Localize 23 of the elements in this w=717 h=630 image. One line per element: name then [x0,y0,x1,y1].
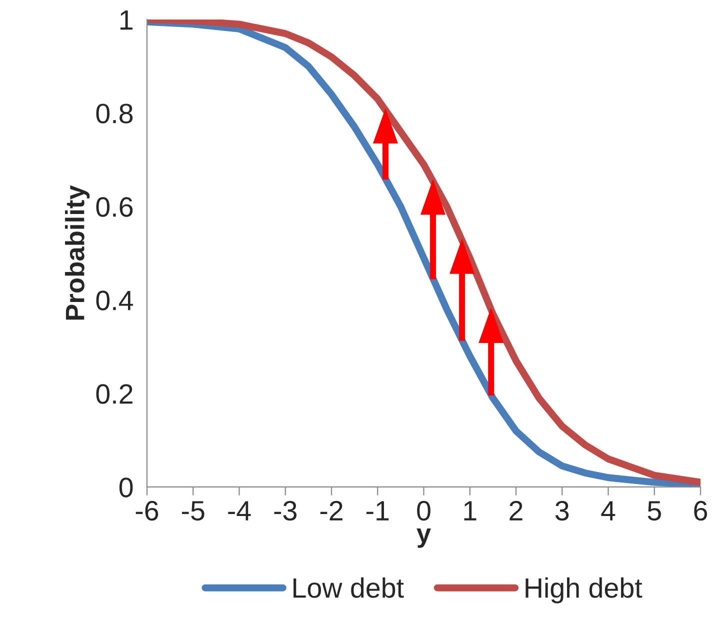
x-tick-label: -3 [274,500,296,521]
y-tick-label: 0.8 [96,104,133,124]
legend-label: Low debt [294,577,404,598]
x-tick-label: 5 [648,501,661,521]
x-tick-label: 1 [464,501,476,520]
x-tick-label: 3 [555,500,569,521]
x-tick-label: -4 [228,501,251,520]
y-tick-label: 0.6 [96,197,133,217]
x-tick-label: -5 [182,501,204,521]
y-axis-title: Probability [65,185,90,320]
y-tick-label: 1 [120,10,132,30]
x-tick-label: 2 [510,500,522,520]
y-tick-label: 0.4 [96,290,133,310]
x-tick-label: 6 [694,500,708,521]
y-tick-label: 0 [119,478,133,498]
x-tick-label: 0 [417,500,430,521]
x-tick-label: -6 [136,500,158,521]
x-axis-title: y [416,528,431,548]
legend-label: High debt [526,577,642,604]
x-tick-label: 4 [601,501,616,520]
x-tick-label: -1 [366,501,389,520]
x-tick-label: -2 [320,500,342,520]
y-tick-label: 0.2 [96,384,132,404]
